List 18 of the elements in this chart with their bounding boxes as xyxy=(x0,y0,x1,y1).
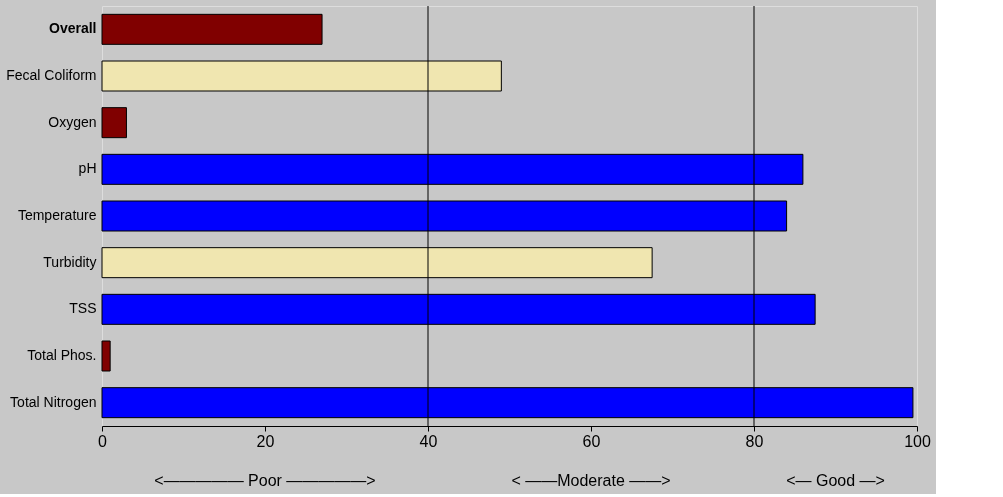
x-tick-label: 100 xyxy=(904,432,931,450)
text: <— Good —> xyxy=(786,472,885,489)
x-tick-label: 80 xyxy=(745,432,764,450)
y-tick-label: Total Nitrogen xyxy=(10,393,97,410)
x-tick-label: 60 xyxy=(582,432,601,450)
y-tick-label: Overall xyxy=(49,20,97,37)
y-tick-label: Oxygen xyxy=(48,113,97,130)
y-tick-label: Turbidity xyxy=(43,253,97,270)
y-tick-label: Total Phos. xyxy=(27,347,97,363)
y-tick-label: Temperature xyxy=(17,207,97,223)
y-tick-label: TSS xyxy=(69,300,97,317)
y-tick-label: pH xyxy=(78,160,97,177)
text: < ——Moderate ——> xyxy=(511,472,671,489)
x-tick-label: 0 xyxy=(98,432,108,450)
y-tick-label: Fecal Coliform xyxy=(6,67,97,83)
text: <————— Poor —————> xyxy=(154,472,376,489)
x-tick-label: 40 xyxy=(419,432,438,450)
x-tick-label: 20 xyxy=(256,432,275,450)
